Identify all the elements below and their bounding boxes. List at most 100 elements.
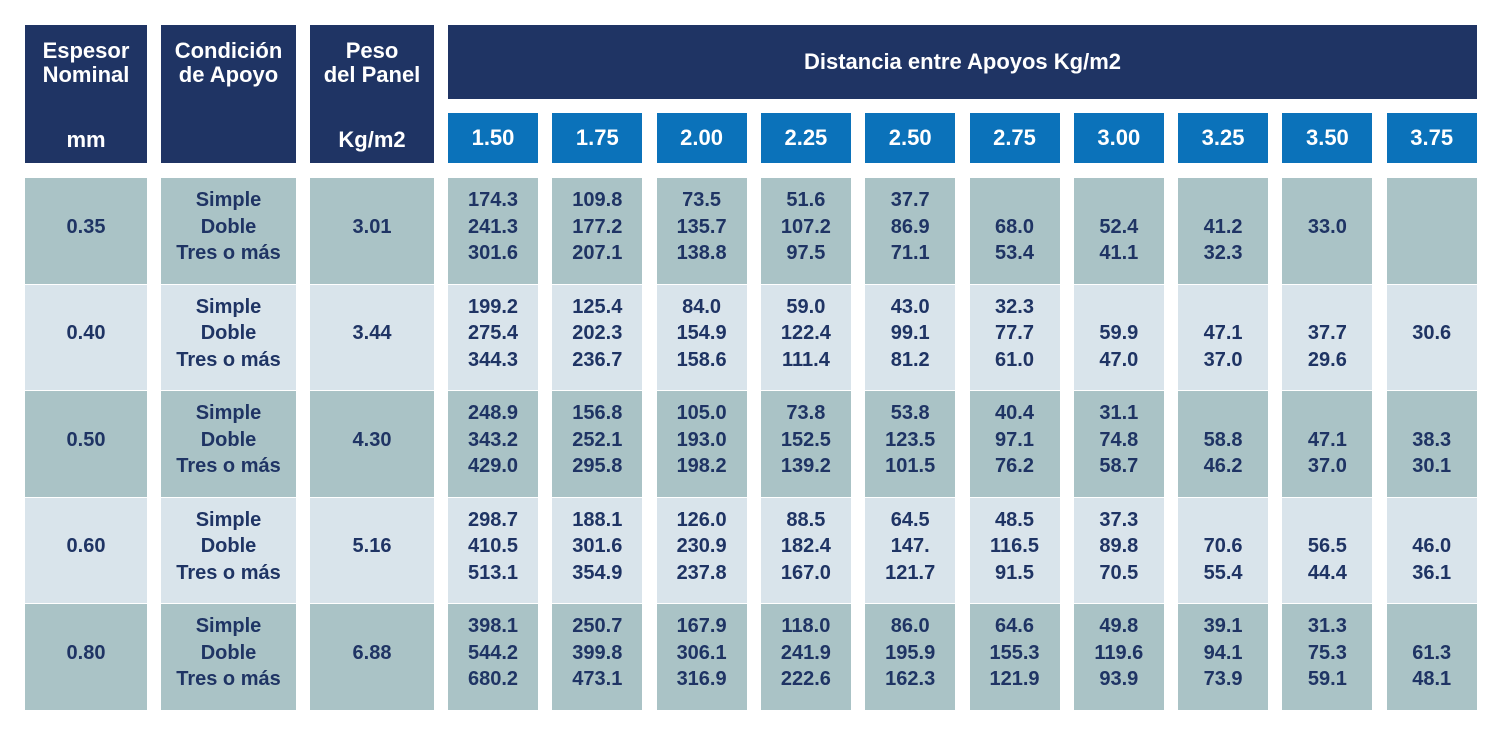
data-cell: 125.4 202.3 236.7: [552, 284, 643, 391]
cell-text: 138.8: [676, 242, 727, 264]
cell-text: 76.2: [995, 455, 1034, 478]
cell-text: 99.1: [890, 322, 930, 345]
cell-text: 3.01: [352, 215, 392, 238]
header-title: Condición de Apoyo: [174, 38, 283, 87]
cell-text: 237.8: [676, 561, 727, 584]
cell-text: 86.9: [890, 215, 930, 238]
cell-text: 59.0: [786, 295, 826, 318]
cell-text: 199.2: [467, 295, 519, 318]
span-header: 2.25: [760, 113, 851, 163]
cell-text: 3.44: [352, 322, 392, 345]
weight-cell: 3.01: [310, 178, 434, 284]
cell-text: 207.1: [572, 242, 623, 264]
cell-text: 135.7: [676, 215, 727, 238]
support-cell: Simple Doble Tres o más: [161, 604, 296, 710]
data-cell: 73.8 152.5 139.2: [760, 391, 851, 497]
cell-text: 105.0: [676, 402, 727, 425]
cell-text: 119.6: [1094, 641, 1144, 664]
cell-text: 86.0: [890, 615, 930, 638]
cell-text: 295.8: [572, 455, 623, 478]
data-cell: 298.7 410.5 513.1: [448, 497, 538, 604]
thickness-cell: 0.35: [25, 178, 147, 284]
span-header: 2.75: [969, 113, 1060, 163]
cell-text: 167.9: [676, 615, 727, 638]
cell-text: 306.1: [676, 641, 727, 664]
cell-text: 37.7: [1307, 322, 1347, 345]
cell-text: 399.8: [572, 641, 623, 664]
cell-text: 94.1: [1203, 641, 1243, 664]
span-header: 3.50: [1282, 113, 1373, 163]
support-cell: Simple Doble Tres o más: [161, 178, 296, 284]
cell-text: 250.7: [572, 615, 623, 638]
cell-text: 195.9: [885, 641, 936, 664]
weight-cell: 3.44: [310, 284, 434, 391]
span-header: 1.50: [448, 113, 538, 163]
cell-text: 410.5: [467, 535, 519, 558]
header-unit: Kg/m2: [338, 127, 406, 152]
cell-text: 75.3: [1307, 641, 1347, 664]
cell-text: 343.2: [467, 428, 519, 451]
cell-text: 56.5: [1307, 535, 1347, 558]
data-cell: 56.5 44.4: [1282, 497, 1373, 604]
cell-text: 33.0: [1307, 215, 1347, 238]
data-cell: 70.6 55.4: [1178, 497, 1269, 604]
data-cell: 73.5 135.7 138.8: [656, 178, 747, 284]
cell-text: 544.2: [467, 641, 519, 664]
cell-text: 156.8: [572, 402, 623, 425]
cell-text: 74.8: [1099, 428, 1139, 451]
cell-text: 513.1: [467, 561, 519, 584]
data-cell: 118.0 241.9 222.6: [760, 604, 851, 710]
data-cell: 167.9 306.1 316.9: [656, 604, 747, 710]
data-cell: 39.1 94.1 73.9: [1178, 604, 1269, 710]
cell-text: Tres o más: [176, 455, 281, 478]
data-cell: 105.0 193.0 198.2: [656, 391, 747, 497]
cell-text: 38.3: [1412, 428, 1452, 451]
cell-text: 252.1: [572, 428, 623, 451]
weight-header: Peso del Panel Kg/m2: [310, 25, 434, 163]
data-cell: 51.6 107.2 97.5: [760, 178, 851, 284]
cell-text: 241.9: [780, 641, 831, 664]
data-cell: 59.0 122.4 111.4: [760, 284, 851, 391]
cell-text: 88.5: [786, 508, 826, 531]
data-cell: 48.5 116.5 91.5: [969, 497, 1060, 604]
span-header: 3.00: [1073, 113, 1164, 163]
cell-text: 152.5: [780, 428, 831, 451]
cell-text: 202.3: [572, 322, 623, 345]
cell-text: 118.0: [781, 615, 831, 638]
cell-text: 241.3: [467, 215, 519, 238]
cell-text: 111.4: [781, 348, 830, 371]
cell-text: Simple: [195, 295, 262, 318]
cell-text: 354.9: [572, 561, 623, 584]
cell-text: Doble: [200, 641, 257, 664]
cell-text: 123.5: [885, 428, 936, 451]
cell-text: 70.5: [1099, 561, 1139, 584]
weight-cell: 5.16: [310, 497, 434, 604]
data-cell: 31.1 74.8 58.7: [1073, 391, 1164, 497]
cell-text: 37.3: [1099, 508, 1139, 531]
cell-text: 0.50: [66, 428, 106, 451]
data-cell: 188.1 301.6 354.9: [552, 497, 643, 604]
cell-text: 31.3: [1307, 615, 1347, 638]
cell-text: 59.9: [1099, 322, 1139, 345]
data-cell: 47.1 37.0: [1178, 284, 1269, 391]
span-header: 3.75: [1386, 113, 1477, 163]
support-header: Condición de Apoyo: [161, 25, 296, 163]
cell-text: 0.60: [66, 535, 106, 558]
thickness-cell: 0.80: [25, 604, 147, 710]
cell-text: 91.5: [995, 561, 1034, 584]
cell-text: 29.6: [1307, 348, 1347, 371]
data-cell: 84.0 154.9 158.6: [656, 284, 747, 391]
cell-text: 4.30: [352, 428, 392, 451]
cell-text: 47.0: [1099, 348, 1139, 371]
cell-text: 43.0: [890, 295, 930, 318]
cell-text: 48.1: [1412, 668, 1452, 691]
cell-text: 55.4: [1203, 561, 1243, 584]
data-cell: 33.0: [1282, 178, 1373, 284]
cell-text: 155.3: [989, 641, 1040, 664]
cell-text: 0.40: [66, 322, 106, 345]
cell-text: 30.6: [1412, 322, 1452, 345]
cell-text: 162.3: [885, 668, 936, 691]
data-cell: 37.7 86.9 71.1: [865, 178, 956, 284]
weight-cell: 4.30: [310, 391, 434, 497]
